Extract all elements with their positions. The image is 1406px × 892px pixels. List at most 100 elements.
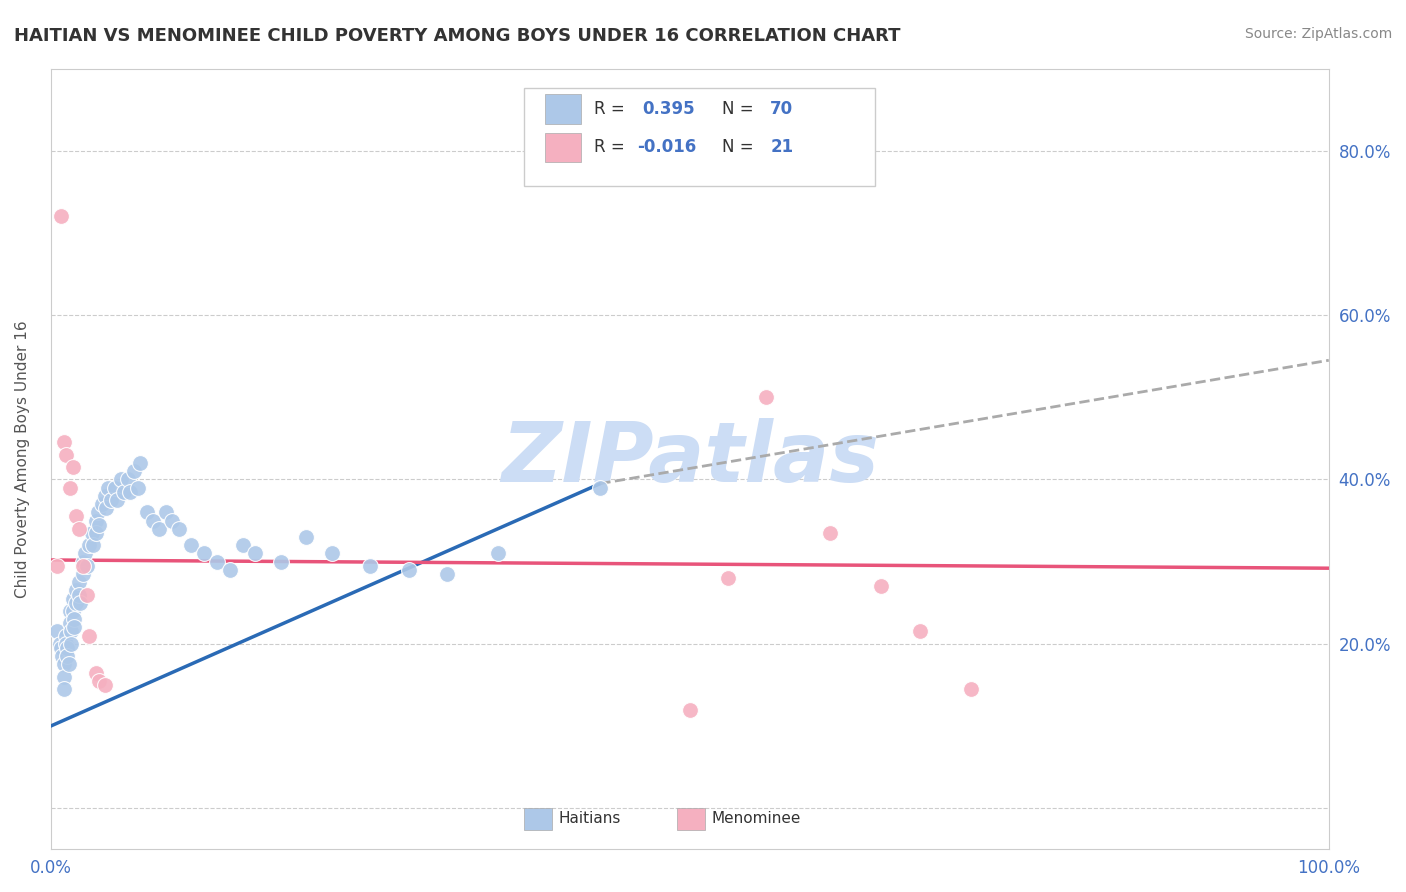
Point xyxy=(84,514,107,528)
Point xyxy=(55,448,77,462)
Point xyxy=(129,456,152,470)
Point xyxy=(60,637,83,651)
Point xyxy=(89,517,111,532)
Point xyxy=(56,649,79,664)
Bar xyxy=(678,808,706,830)
Point xyxy=(93,489,115,503)
Point xyxy=(205,555,228,569)
Point xyxy=(110,472,132,486)
Point xyxy=(104,481,127,495)
Text: R =: R = xyxy=(593,138,630,156)
Point xyxy=(122,464,145,478)
Point xyxy=(55,637,77,651)
Point xyxy=(72,558,94,573)
Point xyxy=(127,481,149,495)
Point xyxy=(72,566,94,581)
Point xyxy=(960,681,983,696)
Point xyxy=(65,596,87,610)
Point xyxy=(93,678,115,692)
Point xyxy=(89,673,111,688)
Point xyxy=(398,563,420,577)
Point xyxy=(60,624,83,639)
Point xyxy=(717,571,740,585)
Point xyxy=(80,525,103,540)
Point xyxy=(142,514,165,528)
Point xyxy=(84,665,107,680)
FancyBboxPatch shape xyxy=(523,88,875,186)
Text: -0.016: -0.016 xyxy=(637,138,696,156)
Point xyxy=(76,558,98,573)
Point xyxy=(52,681,75,696)
Point xyxy=(180,538,202,552)
Text: 21: 21 xyxy=(770,138,793,156)
Point xyxy=(62,460,84,475)
Point xyxy=(436,566,458,581)
Point xyxy=(218,563,240,577)
Bar xyxy=(546,133,581,162)
Point xyxy=(105,493,128,508)
Point xyxy=(62,591,84,606)
Point xyxy=(486,546,509,560)
Point xyxy=(49,640,72,655)
Point xyxy=(56,640,79,655)
Point xyxy=(76,587,98,601)
Point xyxy=(117,472,139,486)
Point xyxy=(55,629,77,643)
Point xyxy=(193,546,215,560)
Point xyxy=(679,702,702,716)
Point xyxy=(84,525,107,540)
Text: ZIPatlas: ZIPatlas xyxy=(501,418,879,500)
Point xyxy=(52,670,75,684)
Text: N =: N = xyxy=(721,138,759,156)
Point xyxy=(63,612,86,626)
Point xyxy=(51,649,73,664)
Point xyxy=(135,505,157,519)
Point xyxy=(46,624,69,639)
Point xyxy=(91,497,114,511)
Point xyxy=(295,530,318,544)
Point xyxy=(155,505,177,519)
Point xyxy=(67,575,90,590)
Y-axis label: Child Poverty Among Boys Under 16: Child Poverty Among Boys Under 16 xyxy=(15,320,30,598)
Point xyxy=(72,555,94,569)
Point xyxy=(59,604,82,618)
Text: N =: N = xyxy=(721,100,759,118)
Point xyxy=(231,538,253,552)
Point xyxy=(870,579,893,593)
Point xyxy=(49,637,72,651)
Point xyxy=(69,596,91,610)
Point xyxy=(52,435,75,450)
Point xyxy=(908,624,931,639)
Point xyxy=(162,514,184,528)
Point xyxy=(245,546,267,560)
Point xyxy=(755,390,778,404)
Point xyxy=(820,525,842,540)
Point xyxy=(77,629,100,643)
Point xyxy=(65,583,87,598)
Text: Menominee: Menominee xyxy=(711,812,801,826)
Point xyxy=(63,620,86,634)
Bar xyxy=(546,95,581,124)
Point xyxy=(167,522,190,536)
Point xyxy=(67,587,90,601)
Point xyxy=(589,481,612,495)
Point xyxy=(148,522,170,536)
Point xyxy=(100,493,122,508)
Point xyxy=(270,555,292,569)
Point xyxy=(97,481,120,495)
Point xyxy=(65,509,87,524)
Text: 0.395: 0.395 xyxy=(643,100,695,118)
Point xyxy=(321,546,343,560)
Text: Haitians: Haitians xyxy=(558,812,620,826)
Point xyxy=(94,501,117,516)
Point xyxy=(67,522,90,536)
Point xyxy=(62,604,84,618)
Point xyxy=(359,558,381,573)
Point xyxy=(82,538,104,552)
Point xyxy=(52,657,75,672)
Point xyxy=(120,484,142,499)
Point xyxy=(58,657,80,672)
Point xyxy=(77,538,100,552)
Point xyxy=(112,484,135,499)
Point xyxy=(75,546,97,560)
